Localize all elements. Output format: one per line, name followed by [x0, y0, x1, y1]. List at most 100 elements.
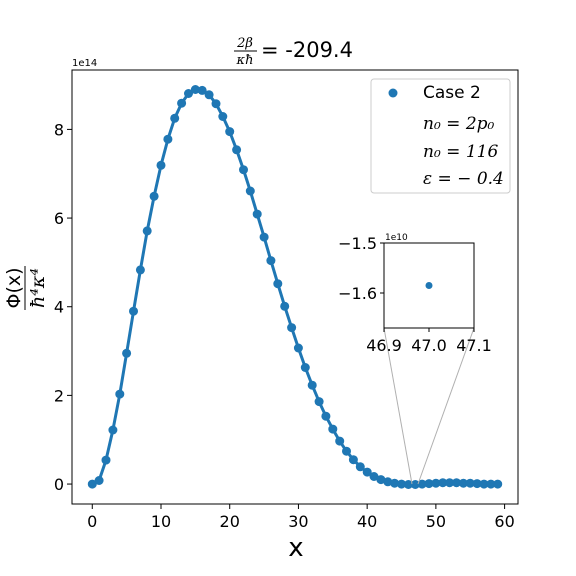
data-point	[424, 479, 434, 489]
data-point	[245, 186, 255, 196]
data-point	[293, 343, 303, 353]
data-point	[204, 90, 214, 100]
data-point	[390, 478, 400, 488]
inset-y-tick-label: −1.6	[338, 284, 377, 303]
x-tick-label: 30	[288, 512, 308, 531]
y-axis-label: Φ(x) ħ⁴κ⁴	[3, 266, 49, 310]
data-point	[239, 165, 248, 175]
data-point	[445, 478, 455, 488]
x-tick-label: 20	[220, 512, 240, 531]
data-point	[94, 476, 104, 485]
data-point	[163, 134, 173, 144]
data-point	[458, 478, 468, 488]
y-tick-label: 4	[54, 298, 64, 317]
data-point	[300, 363, 310, 372]
chart-title: 2β κħ = -209.4	[234, 36, 353, 68]
data-point	[314, 397, 324, 407]
title-value: = -209.4	[261, 38, 353, 62]
data-point	[287, 323, 297, 333]
inset-plot: 46.9 47.0 47.1 −1.5 −1.6	[338, 234, 492, 355]
data-point	[417, 479, 427, 489]
x-tick-label: 10	[151, 512, 171, 531]
data-point	[135, 265, 145, 275]
title-denominator: κħ	[236, 53, 254, 68]
y-tick-label: 0	[54, 475, 64, 494]
inset-offset-text: 1e10	[385, 233, 408, 243]
data-point	[225, 127, 235, 137]
legend: Case 2 n₀ = 2p₀ n₀ = 116 ε = − 0.4	[370, 78, 511, 194]
data-point	[355, 462, 365, 472]
data-point	[149, 191, 159, 201]
x-axis-ticks: 0 10 20 30 40 50 60	[87, 504, 515, 531]
data-point	[273, 279, 283, 289]
data-point	[348, 455, 358, 465]
zoom-connector-right	[417, 327, 475, 485]
data-point	[321, 411, 331, 421]
data-point	[101, 455, 111, 465]
y-tick-label: 8	[54, 120, 64, 139]
data-point	[108, 425, 118, 435]
x-tick-label: 40	[357, 512, 377, 531]
data-point	[232, 145, 242, 155]
data-point	[307, 380, 317, 390]
y-tick-label: 2	[54, 386, 64, 405]
inset-x-tick-label: 46.9	[366, 336, 402, 355]
x-axis-label: x	[288, 533, 303, 563]
data-point	[184, 89, 193, 98]
inset-x-tick-label: 47.0	[411, 336, 447, 355]
data-point	[376, 475, 386, 485]
data-point	[156, 160, 166, 170]
data-point	[493, 479, 503, 489]
data-point	[431, 478, 441, 488]
inset-y-tick-label: −1.5	[338, 234, 377, 253]
data-point	[129, 306, 138, 316]
data-point	[177, 98, 187, 108]
ylabel-denominator: ħ⁴κ⁴	[27, 268, 49, 308]
data-point	[465, 478, 475, 488]
data-point	[218, 112, 228, 121]
x-tick-label: 50	[426, 512, 446, 531]
data-point	[362, 467, 372, 477]
data-point	[190, 85, 200, 94]
inset-x-tick-label: 47.1	[456, 336, 492, 355]
data-point	[369, 472, 379, 481]
inset: 1e10 46.9 47.0 47.1 −1.5 −1.6	[338, 233, 492, 355]
legend-line-2: n₀ = 116	[423, 142, 498, 162]
data-point	[328, 424, 338, 434]
data-point	[115, 389, 125, 399]
zoom-connector-left	[383, 327, 413, 485]
data-point	[259, 232, 269, 242]
y-axis-ticks: 0 2 4 6 8	[54, 120, 72, 494]
legend-series-label: Case 2	[423, 83, 481, 103]
data-point	[211, 99, 221, 109]
data-point	[87, 479, 97, 489]
legend-line-1: n₀ = 2p₀	[423, 114, 495, 134]
x-tick-label: 60	[494, 512, 514, 531]
inset-data-point	[425, 282, 433, 289]
data-point	[197, 85, 207, 95]
data-point	[472, 479, 482, 489]
data-point	[479, 479, 489, 489]
ylabel-numerator: Φ(x)	[3, 267, 25, 308]
data-point	[335, 436, 345, 446]
data-point	[170, 113, 180, 123]
data-point	[403, 480, 413, 489]
legend-marker	[388, 88, 398, 98]
data-point	[410, 480, 420, 489]
data-point	[452, 478, 461, 488]
y-tick-label: 6	[54, 209, 64, 228]
data-point	[397, 479, 406, 489]
data-point	[383, 477, 393, 487]
axes-frame	[71, 69, 519, 505]
y-offset-text: 1e14	[72, 58, 97, 69]
data-point	[142, 226, 152, 236]
legend-box	[370, 78, 511, 194]
data-point	[280, 301, 290, 311]
plot-area	[87, 85, 503, 489]
data-point	[486, 479, 496, 489]
data-point	[438, 478, 448, 488]
data-point	[122, 348, 132, 358]
legend-line-3: ε = − 0.4	[423, 169, 504, 189]
data-point	[342, 446, 351, 456]
